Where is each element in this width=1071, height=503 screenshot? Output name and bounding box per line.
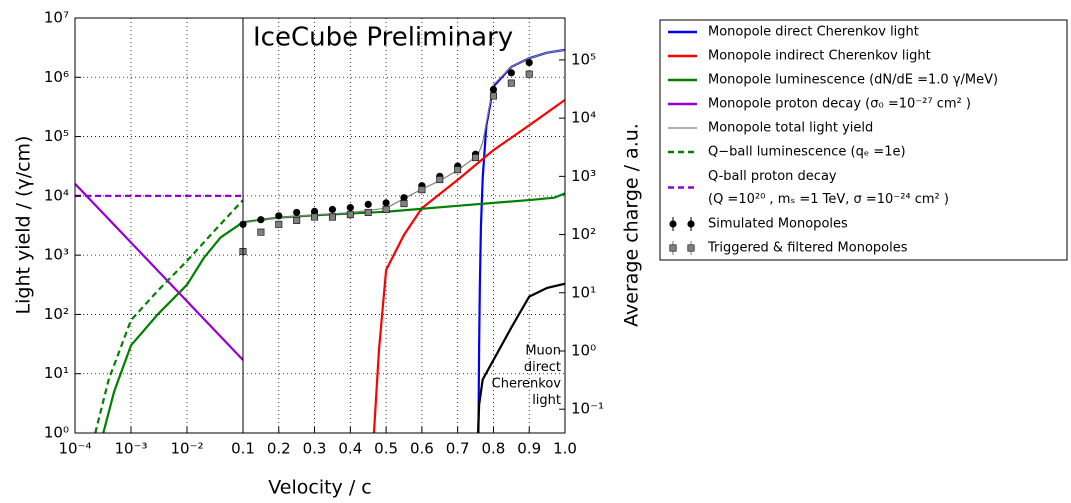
x-tick-label: 0.2 <box>267 440 291 458</box>
legend-marker <box>687 220 695 228</box>
y-tick-label: 10⁵ <box>44 127 69 145</box>
y-tick-label: 10⁷ <box>44 9 69 27</box>
x-tick-label: 0.8 <box>482 440 506 458</box>
data-point <box>328 213 336 221</box>
y-tick-label: 10¹ <box>44 364 69 382</box>
legend-marker <box>687 244 695 252</box>
data-point <box>311 213 319 221</box>
data-point <box>418 186 426 194</box>
data-point <box>293 216 301 224</box>
data-point <box>275 220 283 228</box>
data-point <box>525 70 533 78</box>
x-tick-label: 0.5 <box>374 440 398 458</box>
x-tick-label: 0.4 <box>338 440 362 458</box>
data-point <box>328 205 337 214</box>
legend-label: Monopole proton decay (σ₀ =10⁻²⁷ cm² ) <box>708 97 971 112</box>
x-tick-label: 10⁻³ <box>114 440 147 458</box>
legend-label: Monopole total light yield <box>708 121 873 136</box>
data-point <box>382 199 390 207</box>
y2-tick-label: 10¹ <box>571 283 596 301</box>
y-axis-label: Light yield / (γ/cm) <box>13 136 35 315</box>
data-point <box>346 211 354 219</box>
y-tick-label: 10³ <box>44 246 69 264</box>
x-tick-label: 0.7 <box>446 440 470 458</box>
y2-axis-label: Average charge / a.u. <box>621 123 643 327</box>
data-point <box>436 176 444 184</box>
legend-label: Simulated Monopoles <box>708 217 848 232</box>
data-point <box>293 208 301 217</box>
right-panel-frame <box>242 17 566 434</box>
y-tick-label: 10⁶ <box>44 68 69 86</box>
data-point <box>454 166 462 174</box>
axes: 10⁻⁴ 10⁻³ 10⁻² 0.1 0.2 0.3 0.4 0.5 0.6 0.7 0.8 0.9 1… <box>44 9 604 458</box>
legend-label: Monopole indirect Cherenkov light <box>708 49 931 64</box>
data-line <box>476 282 565 433</box>
x-tick-label: 0.3 <box>303 440 327 458</box>
chart-title: IceCube Preliminary <box>253 23 513 53</box>
annotation: Cherenkov <box>492 377 562 392</box>
annotation: Muon <box>525 344 561 359</box>
data-point <box>507 79 515 87</box>
x-tick-label: 0.9 <box>517 440 541 458</box>
y2-tick-label: 10⁵ <box>571 50 596 68</box>
legend: Monopole direct Cherenkov light Monopole … <box>659 19 1068 261</box>
data-point <box>257 216 265 224</box>
legend-label: Monopole luminescence (dN/dE =1.0 γ/MeV) <box>708 73 998 88</box>
data-point <box>472 154 480 162</box>
y2-tick-label: 10⁴ <box>571 109 596 127</box>
data-point <box>346 204 354 212</box>
y2-tick-label: 10⁻¹ <box>571 400 604 418</box>
data-point <box>489 85 498 94</box>
legend-marker <box>669 220 677 228</box>
data-point <box>275 212 283 220</box>
legend-label: Q−ball luminescence (qₑ =1e) <box>708 145 906 160</box>
x-tick-label: 1.0 <box>553 440 577 458</box>
legend-marker <box>669 244 677 252</box>
y-tick-label: 10² <box>44 305 69 323</box>
annotation: light <box>532 393 561 408</box>
y2-tick-label: 10² <box>571 225 596 243</box>
data-point <box>382 205 390 213</box>
data-line <box>75 183 244 361</box>
legend-box <box>659 19 1068 261</box>
data-point <box>400 200 408 208</box>
legend-label: Q-ball proton decay (Q =10²⁰ , mₛ =1 TeV… <box>708 169 949 207</box>
y-tick-label: 10⁴ <box>44 186 69 204</box>
data-point <box>364 200 372 208</box>
x-tick-label: 10⁻² <box>170 440 203 458</box>
y2-tick-label: 10³ <box>571 167 596 185</box>
annotation: direct <box>524 360 561 375</box>
data-point <box>257 228 265 236</box>
x-tick-label: 0.1 <box>231 440 255 458</box>
legend-label: Monopole direct Cherenkov light <box>708 25 919 40</box>
plot-area <box>75 48 565 433</box>
y2-tick-label: 10⁰ <box>571 341 596 359</box>
x-axis-label: Velocity / c <box>268 477 371 499</box>
data-point <box>364 208 372 216</box>
data-line <box>94 199 244 433</box>
data-point <box>489 92 497 100</box>
data-point <box>507 69 515 77</box>
legend-label: Triggered & filtered Monopoles <box>707 241 908 256</box>
y-tick-label: 10⁰ <box>44 424 69 442</box>
x-tick-label: 0.6 <box>410 440 434 458</box>
data-point <box>525 58 533 67</box>
x-tick-label: 10⁻⁴ <box>58 440 91 458</box>
data-point <box>400 194 408 202</box>
